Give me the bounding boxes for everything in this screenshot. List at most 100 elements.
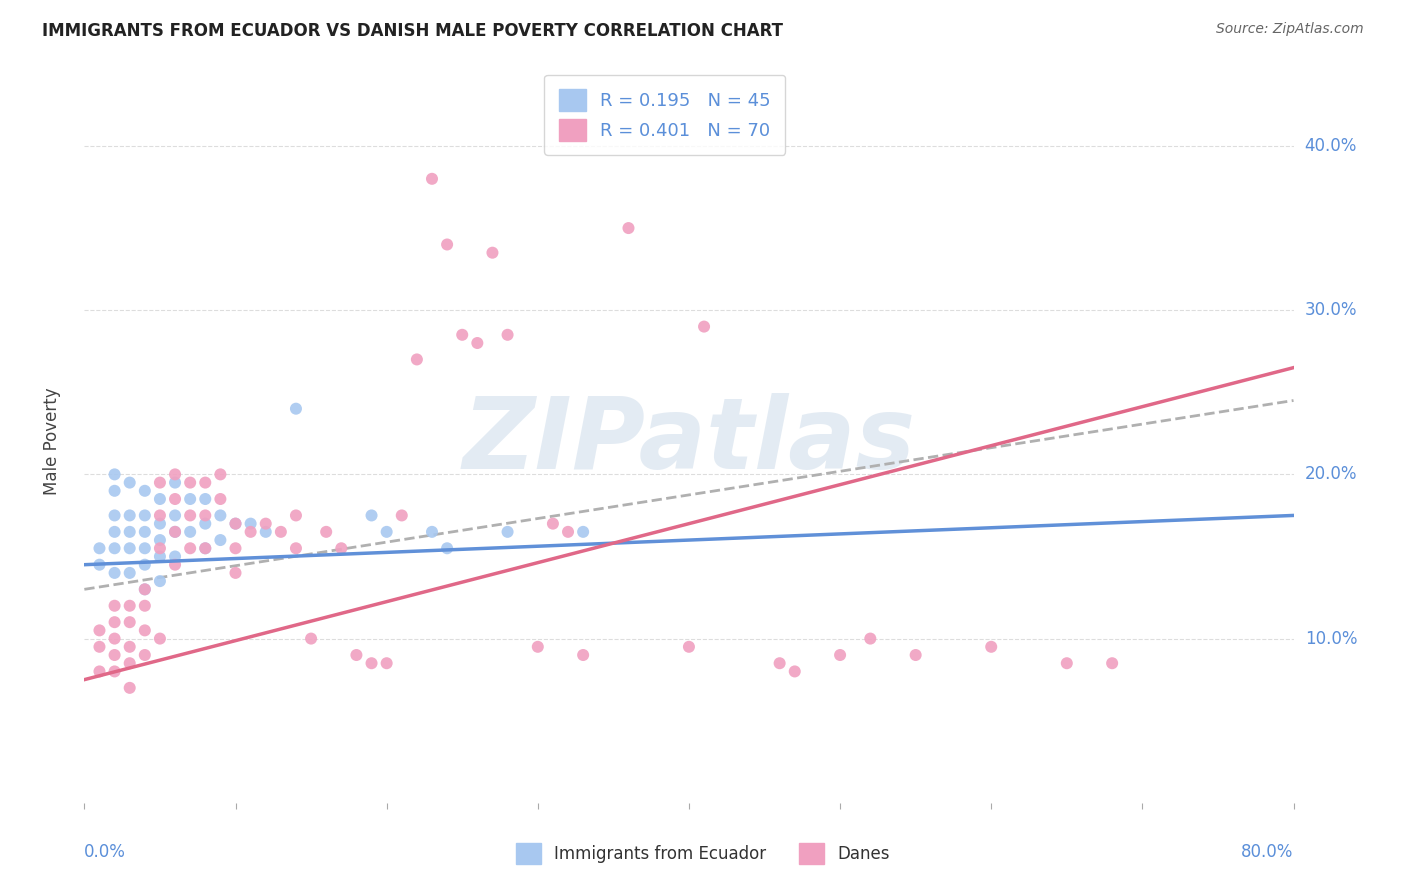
Point bbox=[572, 648, 595, 662]
Point bbox=[134, 582, 156, 597]
Text: 20.0%: 20.0% bbox=[1305, 466, 1357, 483]
Point bbox=[527, 640, 550, 654]
Point bbox=[149, 549, 172, 564]
Point bbox=[783, 665, 806, 679]
Y-axis label: Male Poverty: Male Poverty bbox=[42, 388, 60, 495]
Point bbox=[209, 508, 232, 523]
Point bbox=[104, 508, 127, 523]
Point bbox=[165, 549, 187, 564]
Point bbox=[225, 566, 247, 580]
Point bbox=[104, 541, 127, 556]
Point bbox=[89, 640, 111, 654]
Point bbox=[134, 558, 156, 572]
Point bbox=[134, 582, 156, 597]
Point bbox=[285, 541, 308, 556]
Point bbox=[165, 524, 187, 539]
Point bbox=[285, 401, 308, 416]
Point bbox=[254, 516, 277, 531]
Point bbox=[830, 648, 852, 662]
Text: Source: ZipAtlas.com: Source: ZipAtlas.com bbox=[1216, 22, 1364, 37]
Point bbox=[179, 524, 201, 539]
Point bbox=[118, 681, 141, 695]
Point bbox=[104, 615, 127, 630]
Point bbox=[209, 467, 232, 482]
Point bbox=[118, 475, 141, 490]
Point bbox=[254, 524, 277, 539]
Point bbox=[165, 508, 187, 523]
Point bbox=[346, 648, 368, 662]
Point bbox=[980, 640, 1002, 654]
Point bbox=[225, 541, 247, 556]
Point bbox=[118, 599, 141, 613]
Point bbox=[149, 508, 172, 523]
Point bbox=[165, 524, 187, 539]
Point bbox=[89, 558, 111, 572]
Point bbox=[149, 475, 172, 490]
Point bbox=[406, 352, 429, 367]
Point bbox=[451, 327, 474, 342]
Point bbox=[134, 483, 156, 498]
Point bbox=[769, 657, 792, 671]
Point bbox=[134, 599, 156, 613]
Point bbox=[179, 491, 201, 506]
Point bbox=[315, 524, 337, 539]
Point bbox=[481, 245, 503, 260]
Point bbox=[1101, 657, 1123, 671]
Point bbox=[557, 524, 579, 539]
Legend: R = 0.195   N = 45, R = 0.401   N = 70: R = 0.195 N = 45, R = 0.401 N = 70 bbox=[544, 75, 786, 155]
Point bbox=[89, 624, 111, 638]
Point bbox=[149, 632, 172, 646]
Point bbox=[89, 665, 111, 679]
Point bbox=[104, 648, 127, 662]
Point bbox=[693, 319, 716, 334]
Point bbox=[118, 657, 141, 671]
Text: 30.0%: 30.0% bbox=[1305, 301, 1357, 319]
Point bbox=[104, 467, 127, 482]
Point bbox=[360, 657, 382, 671]
Point bbox=[194, 491, 217, 506]
Point bbox=[104, 632, 127, 646]
Point bbox=[225, 516, 247, 531]
Text: 80.0%: 80.0% bbox=[1241, 843, 1294, 861]
Point bbox=[134, 541, 156, 556]
Point bbox=[149, 574, 172, 588]
Point bbox=[299, 632, 322, 646]
Point bbox=[209, 491, 232, 506]
Point bbox=[496, 524, 519, 539]
Text: IMMIGRANTS FROM ECUADOR VS DANISH MALE POVERTY CORRELATION CHART: IMMIGRANTS FROM ECUADOR VS DANISH MALE P… bbox=[42, 22, 783, 40]
Point bbox=[436, 541, 458, 556]
Point bbox=[360, 508, 382, 523]
Point bbox=[194, 541, 217, 556]
Point bbox=[149, 491, 172, 506]
Point bbox=[118, 640, 141, 654]
Point bbox=[496, 327, 519, 342]
Point bbox=[194, 508, 217, 523]
Point bbox=[118, 524, 141, 539]
Point bbox=[678, 640, 700, 654]
Point bbox=[118, 508, 141, 523]
Point bbox=[420, 171, 443, 186]
Point bbox=[194, 475, 217, 490]
Point bbox=[104, 524, 127, 539]
Point bbox=[375, 524, 398, 539]
Point bbox=[179, 541, 201, 556]
Point bbox=[209, 533, 232, 547]
Point bbox=[194, 516, 217, 531]
Point bbox=[1056, 657, 1078, 671]
Point bbox=[118, 615, 141, 630]
Point bbox=[285, 508, 308, 523]
Point bbox=[420, 524, 443, 539]
Point bbox=[134, 624, 156, 638]
Point bbox=[225, 516, 247, 531]
Point bbox=[904, 648, 927, 662]
Point bbox=[859, 632, 882, 646]
Point bbox=[270, 524, 292, 539]
Point bbox=[194, 541, 217, 556]
Point bbox=[179, 508, 201, 523]
Point bbox=[239, 516, 262, 531]
Point bbox=[617, 221, 640, 235]
Point bbox=[104, 566, 127, 580]
Point bbox=[134, 508, 156, 523]
Point bbox=[118, 566, 141, 580]
Point bbox=[149, 533, 172, 547]
